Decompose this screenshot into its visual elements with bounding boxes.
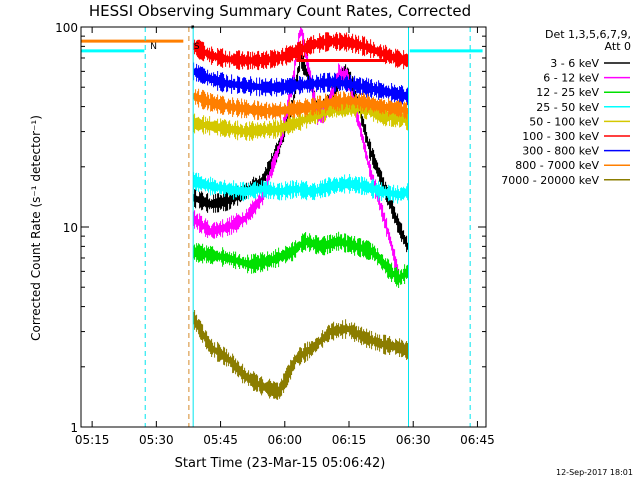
series-12-25-kev-line [193,231,409,288]
legend-label-50-100-kev: 50 - 100 keV [529,115,599,128]
x-tick-label: 06:45 [460,433,495,447]
x-tick-label: 05:15 [75,433,110,447]
x-tick-label: 06:30 [396,433,431,447]
series-7000-20000-kev-line [193,310,409,400]
x-tick-label: 05:45 [203,433,238,447]
x-tick-label: 06:15 [332,433,367,447]
legend-label-12-25-kev: 12 - 25 keV [536,86,599,99]
series-100-300-kev-line [193,32,409,71]
legend: Det 1,3,5,6,7,9,Att 0 3 - 6 keV 6 - 12 keV… [501,28,631,187]
legend-label-300-800-kev: 300 - 800 keV [522,145,599,158]
chart-title: HESSI Observing Summary Count Rates, Cor… [89,2,471,20]
y-axis: 1 10 100 [55,21,486,435]
legend-label-25-50-kev: 25 - 50 keV [536,101,599,114]
y-tick-label: 10 [63,221,78,235]
legend-label-7000-20000-kev: 7000 - 20000 keV [501,174,599,187]
y-tick-label: 100 [55,21,78,35]
x-axis-label: Start Time (23-Mar-15 05:06:42) [175,456,386,471]
legend-label-100-300-kev: 100 - 300 keV [522,130,599,143]
legend-label-6-12-kev: 6 - 12 keV [543,72,599,85]
legend-label-800-7000-kev: 800 - 7000 keV [515,159,599,172]
legend-header: Det 1,3,5,6,7,9, [545,28,631,41]
marker-s-label: S [194,42,200,52]
footer-timestamp: 12-Sep-2017 18:01 [556,468,633,477]
x-axis: 05:15 05:30 05:45 06:00 06:15 06:30 06:45 [75,27,495,447]
marker-n-label: N [150,42,157,52]
x-tick-label: 06:00 [267,433,302,447]
x-tick-label: 05:30 [139,433,174,447]
y-tick-label: 1 [70,421,78,435]
legend-attenuator: Att 0 [605,40,631,53]
y-axis-label: Corrected Count Rate (s⁻¹ detector⁻¹) [29,115,43,341]
legend-label-3-6-kev: 3 - 6 keV [550,57,599,70]
